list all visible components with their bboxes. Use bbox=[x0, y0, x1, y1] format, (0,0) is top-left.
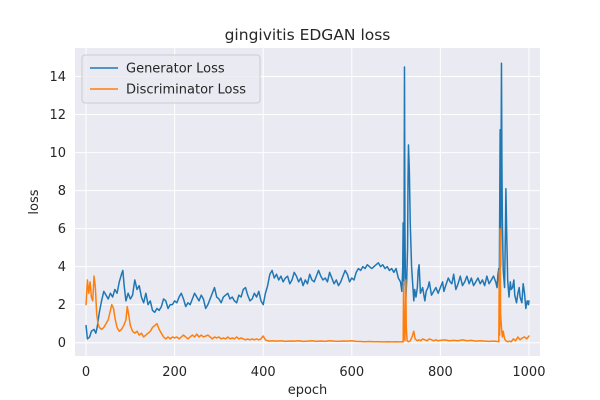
legend-label: Discriminator Loss bbox=[126, 83, 246, 98]
series-line-generator bbox=[85, 62, 530, 340]
legend-label: Generator Loss bbox=[126, 62, 225, 77]
legend-box bbox=[81, 54, 261, 104]
legend: Generator Loss Discriminator Loss bbox=[81, 54, 261, 104]
x-tick-label: 400 bbox=[251, 365, 276, 380]
x-tick-label: 0 bbox=[82, 365, 90, 380]
y-tick-label: 8 bbox=[58, 184, 66, 199]
series-line-discriminator bbox=[85, 227, 530, 343]
y-tick-label: 14 bbox=[49, 70, 66, 85]
y-tick-label: 4 bbox=[58, 260, 66, 275]
x-tick-label: 600 bbox=[339, 365, 364, 380]
y-tick-label: 0 bbox=[58, 336, 66, 351]
y-tick-label: 12 bbox=[49, 108, 66, 123]
x-tick-label: 200 bbox=[162, 365, 187, 380]
x-tick-labels: 0 200 400 600 800 1000 bbox=[82, 365, 546, 380]
y-tick-label: 6 bbox=[58, 222, 66, 237]
series-layer bbox=[85, 62, 530, 343]
y-axis-label: loss bbox=[27, 189, 42, 214]
y-tick-labels: 0 2 4 6 8 10 12 14 bbox=[49, 70, 66, 351]
y-tick-label: 10 bbox=[49, 146, 66, 161]
x-axis-label: epoch bbox=[288, 383, 328, 398]
x-tick-label: 1000 bbox=[512, 365, 545, 380]
grid-lines bbox=[75, 48, 540, 356]
chart-title: gingivitis EDGAN loss bbox=[225, 26, 391, 44]
y-tick-label: 2 bbox=[58, 298, 66, 313]
x-tick-label: 800 bbox=[428, 365, 453, 380]
